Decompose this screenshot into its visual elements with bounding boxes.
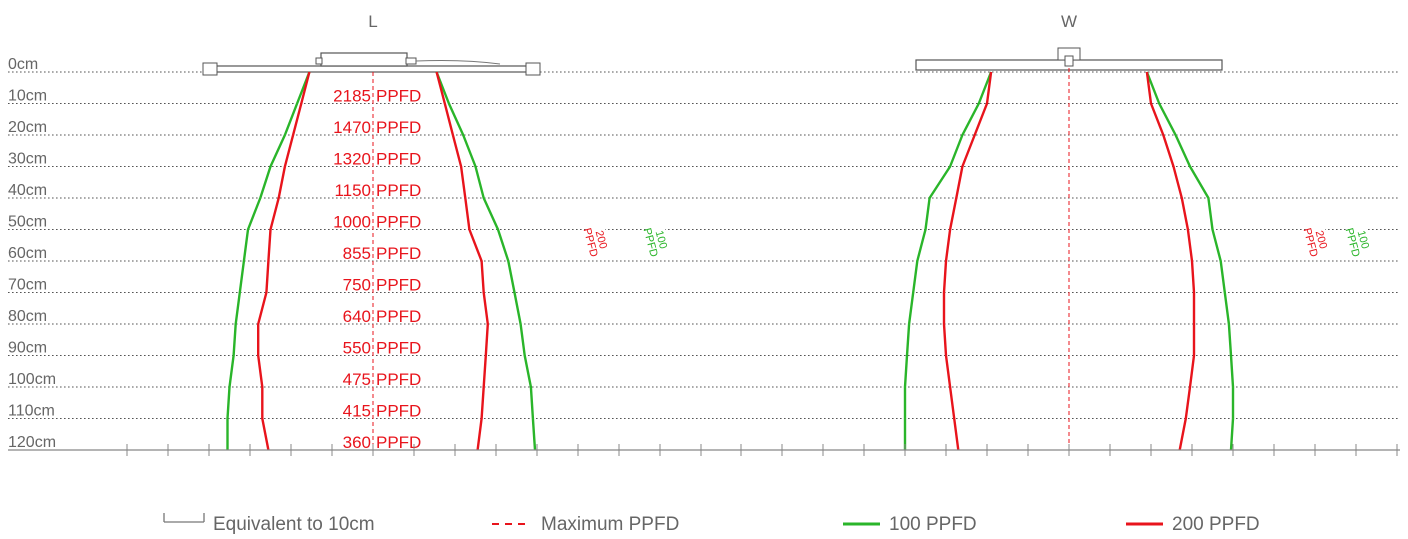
center-ppfd-unit: PPFD: [376, 244, 421, 263]
depth-label: 0cm: [8, 56, 38, 73]
center-ppfd-value: 360: [343, 433, 371, 452]
light-fixture-l: [203, 53, 540, 75]
center-ppfd-value: 2185: [333, 87, 371, 106]
contour-200-w-right: [1147, 72, 1194, 450]
maximum-ppfd-lines: [373, 68, 1069, 450]
depth-gridlines: [8, 72, 1400, 419]
depth-label: 10cm: [8, 88, 47, 105]
center-ppfd-value: 1000: [333, 213, 371, 232]
fixture-end-cap: [203, 63, 217, 75]
light-fixture-w: [916, 48, 1222, 70]
depth-label: 50cm: [8, 214, 47, 231]
center-ppfd-unit: PPFD: [376, 213, 421, 232]
center-ppfd-unit: PPFD: [376, 402, 421, 421]
center-ppfd-unit: PPFD: [376, 87, 421, 106]
contour-200-l-left: [258, 72, 309, 450]
center-ppfd-value: 475: [343, 370, 371, 389]
fixture-bar: [206, 66, 536, 72]
depth-label: 20cm: [8, 119, 47, 136]
center-ppfd-value: 855: [343, 244, 371, 263]
center-ppfd-unit: PPFD: [376, 370, 421, 389]
legend-scale-label: Equivalent to 10cm: [213, 514, 375, 535]
horizontal-scale-axis: [8, 444, 1400, 456]
depth-label: 40cm: [8, 182, 47, 199]
fixture-end-cap: [526, 63, 540, 75]
center-ppfd-unit: PPFD: [376, 307, 421, 326]
center-ppfd-value: 1470: [333, 118, 371, 137]
center-ppfd-value: 550: [343, 339, 371, 358]
depth-label: 90cm: [8, 340, 47, 357]
fixture-connector: [316, 58, 322, 64]
center-ppfd-unit: PPFD: [376, 433, 421, 452]
legend-max-label: Maximum PPFD: [541, 514, 679, 535]
depth-label: 110cm: [8, 403, 55, 420]
depth-label: 100cm: [8, 371, 56, 388]
legend-100-label: 100 PPFD: [889, 514, 977, 535]
center-ppfd-unit: PPFD: [376, 150, 421, 169]
depth-label: 70cm: [8, 277, 47, 294]
center-ppfd-value: 640: [343, 307, 371, 326]
fixture-cable: [416, 60, 500, 64]
legend-200-label: 200 PPFD: [1172, 514, 1260, 535]
fixture-hanger: [1065, 56, 1073, 66]
depth-label: 60cm: [8, 245, 47, 262]
depth-label: 30cm: [8, 151, 47, 168]
panel-title-w: W: [1061, 12, 1077, 31]
panel-title-l: L: [368, 12, 377, 31]
center-ppfd-value: 1150: [334, 181, 371, 200]
depth-label: 120cm: [8, 434, 56, 451]
fixture-driver-box: [321, 53, 407, 66]
center-ppfd-values: 2185 PPFD 1470 PPFD 1320 PPFD 1150 PPFD 1000 PPFD…: [333, 87, 421, 453]
center-ppfd-unit: PPFD: [376, 276, 421, 295]
depth-axis-labels: 0cm 10cm 20cm 30cm 40cm 50cm 60cm 70cm 80cm 90cm 1…: [8, 56, 56, 451]
legend-scale-icon: [164, 513, 204, 522]
depth-label: 80cm: [8, 308, 47, 325]
center-ppfd-unit: PPFD: [376, 118, 421, 137]
center-ppfd-unit: PPFD: [376, 339, 421, 358]
center-ppfd-value: 750: [343, 276, 371, 295]
center-ppfd-unit: PPFD: [376, 181, 421, 200]
fixture-connector: [406, 58, 416, 64]
legend: Equivalent to 10cm Maximum PPFD 100 PPFD…: [164, 513, 1260, 535]
center-ppfd-value: 415: [343, 402, 371, 421]
center-ppfd-value: 1320: [333, 150, 371, 169]
